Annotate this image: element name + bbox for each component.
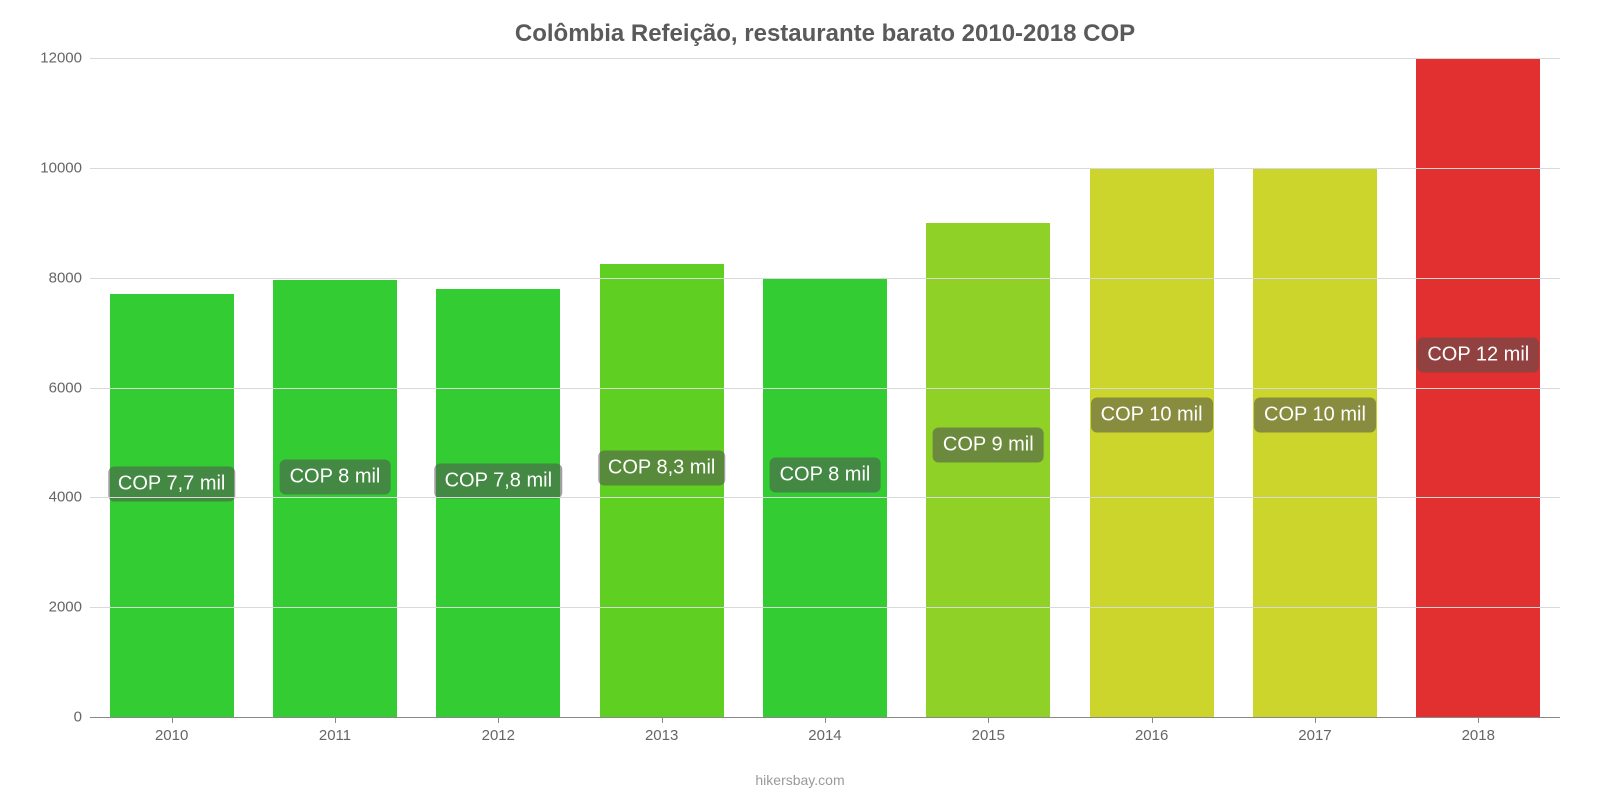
bar (600, 264, 724, 717)
y-tick-label: 8000 (49, 269, 82, 286)
y-tick-label: 6000 (49, 379, 82, 396)
y-tick-label: 4000 (49, 489, 82, 506)
x-tick-label: 2014 (743, 717, 906, 744)
x-tick-label: 2018 (1397, 717, 1560, 744)
gridline (90, 717, 1560, 718)
bar (110, 294, 234, 717)
gridline (90, 607, 1560, 608)
x-axis: 201020112012201320142015201620172018 (90, 717, 1560, 744)
x-tick-label: 2013 (580, 717, 743, 744)
gridline (90, 58, 1560, 59)
bar (1253, 168, 1377, 717)
watermark: hikersbay.com (755, 772, 844, 788)
plot-area: COP 7,7 milCOP 8 milCOP 7,8 milCOP 8,3 m… (90, 58, 1560, 718)
chart-container: Colômbia Refeição, restaurante barato 20… (0, 0, 1600, 800)
chart-title: Colômbia Refeição, restaurante barato 20… (90, 20, 1560, 48)
x-tick-label: 2017 (1233, 717, 1396, 744)
y-tick-label: 2000 (49, 599, 82, 616)
x-tick-label: 2016 (1070, 717, 1233, 744)
x-tick-label: 2011 (253, 717, 416, 744)
x-tick-label: 2012 (417, 717, 580, 744)
bar (436, 289, 560, 717)
gridline (90, 388, 1560, 389)
gridline (90, 497, 1560, 498)
y-tick-label: 10000 (40, 159, 82, 176)
gridline (90, 168, 1560, 169)
bar (926, 223, 1050, 717)
gridline (90, 278, 1560, 279)
x-tick-label: 2010 (90, 717, 253, 744)
y-tick-label: 0 (74, 709, 82, 726)
x-tick-label: 2015 (907, 717, 1070, 744)
bar (273, 280, 397, 717)
y-tick-label: 12000 (40, 50, 82, 67)
bar (1090, 168, 1214, 717)
